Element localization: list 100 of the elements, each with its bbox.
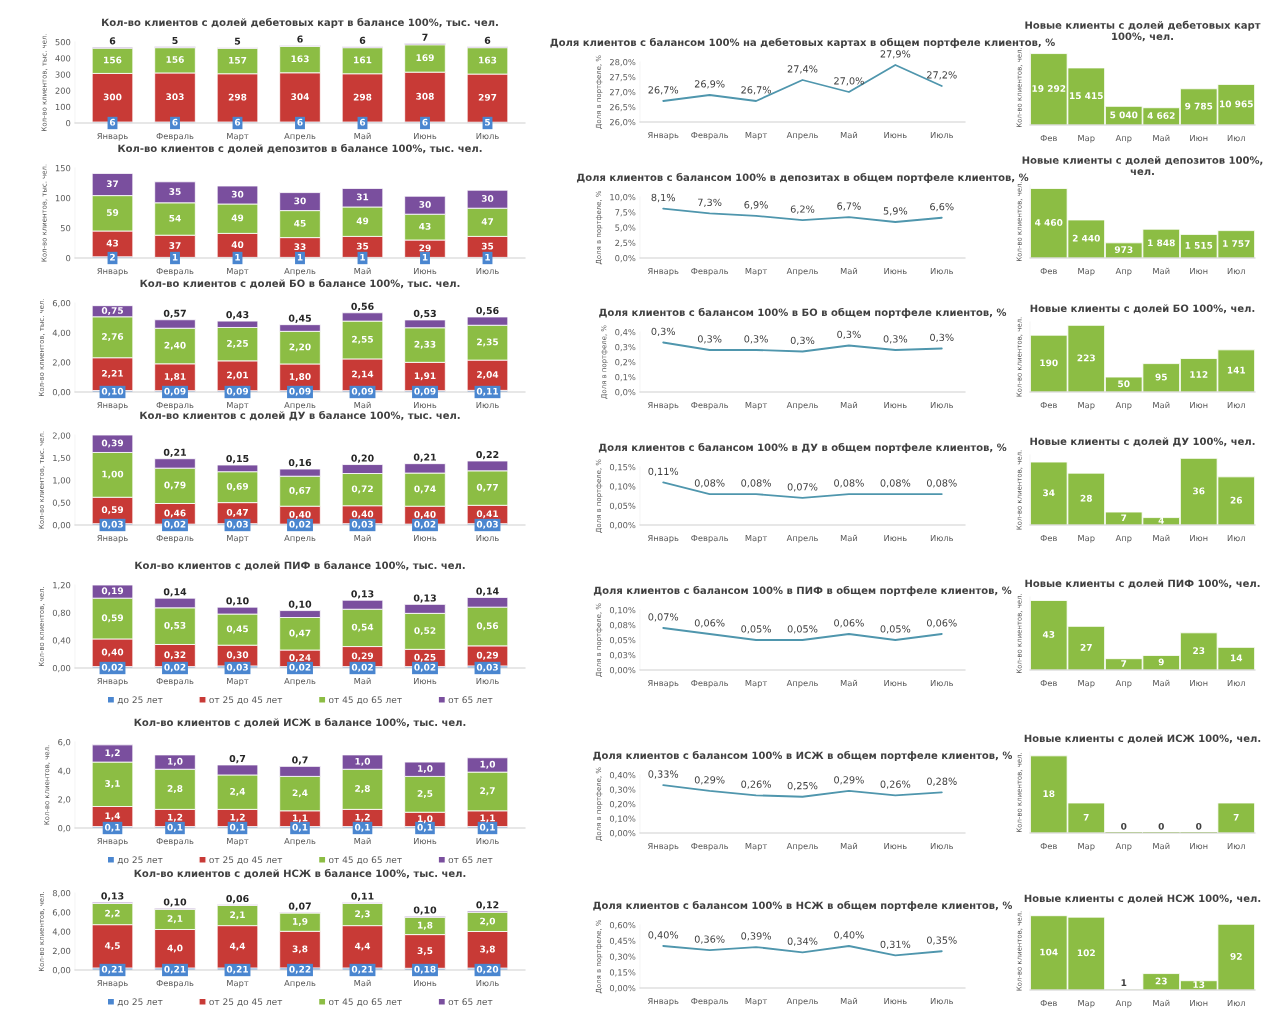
data-label: 0,1 (104, 823, 120, 832)
data-label: 973 (1114, 246, 1133, 254)
x-tick-label: Март (227, 677, 249, 686)
y-tick-label: 0,3% (615, 343, 636, 352)
data-label: 9 (1158, 658, 1164, 666)
x-tick-label: Мар (1078, 842, 1095, 851)
x-tick-label: Фев (1040, 267, 1057, 275)
x-tick-label: Январь (648, 267, 679, 276)
x-tick-label: Июн (1190, 999, 1208, 1007)
y-tick-label: 0,00 (52, 664, 71, 673)
y-tick-label: 500 (55, 38, 71, 46)
data-label: 95 (1155, 373, 1167, 381)
data-label: 23 (1193, 647, 1205, 655)
chart-title: Кол-во клиентов с долей дебетовых карт в балансе 100%, тыс. чел. (102, 18, 498, 28)
y-tick-label: 2,00 (52, 359, 71, 367)
data-label: 0,43 (226, 311, 249, 320)
y-tick-label: 2,0 (58, 796, 71, 804)
data-label: 0,3% (930, 333, 954, 343)
y-tick-label: 27,5% (609, 73, 636, 82)
x-tick-label: Январь (97, 401, 128, 410)
data-label: 0,54 (351, 623, 374, 632)
data-label: 223 (1077, 354, 1095, 362)
y-tick-label: 0,00% (609, 984, 636, 993)
y-tick-label: 4,00 (52, 928, 71, 936)
x-tick-label: Июль (930, 679, 954, 687)
x-tick-label: Май (354, 979, 371, 987)
data-label: 2,20 (289, 343, 311, 352)
data-label: 0,40 (289, 510, 311, 519)
y-tick-label: 0,0 (58, 824, 71, 833)
data-label: 3,8 (480, 945, 495, 954)
data-label: 0,11% (648, 467, 679, 477)
data-label: 15 415 (1069, 92, 1103, 100)
data-label: 0,53 (164, 621, 186, 630)
data-label: 37 (169, 242, 181, 249)
data-label: 1 (235, 253, 241, 261)
x-tick-label: Февраль (156, 534, 194, 543)
x-tick-label: Апрель (786, 401, 818, 410)
x-tick-label: Март (745, 267, 768, 276)
data-label: 0,12 (476, 901, 499, 910)
x-tick-label: Май (1153, 679, 1170, 687)
data-label: 0,24 (289, 654, 311, 663)
data-label: 2,04 (477, 371, 499, 380)
data-label: 4 460 (1035, 219, 1063, 226)
y-tick-label: 0,0% (615, 388, 636, 397)
x-tick-label: Апр (1115, 267, 1132, 276)
data-label: 1,0 (355, 757, 371, 766)
y-tick-label: 0,05% (609, 636, 636, 645)
chart-title: Новые клиенты с долей БО 100%, чел. (1030, 304, 1255, 314)
data-label: 4 662 (1147, 112, 1175, 119)
data-label: 0,30 (226, 651, 249, 660)
y-tick-label: 300 (55, 71, 71, 78)
data-label: 6 (109, 118, 116, 126)
data-label: 0 (1196, 822, 1202, 830)
data-label: 2,0 (480, 917, 496, 926)
data-label: 43 (1042, 631, 1055, 638)
data-label: 45 (294, 220, 306, 227)
x-tick-label: Май (840, 401, 858, 409)
data-label: 0,56 (351, 302, 374, 312)
x-tick-label: Январь (648, 401, 679, 410)
data-label: 3,5 (417, 947, 433, 956)
x-tick-label: Мар (1078, 134, 1095, 143)
x-tick-label: Февраль (691, 842, 729, 851)
data-label: 40 (231, 241, 244, 249)
y-tick-label: 0,03% (609, 651, 636, 660)
x-tick-label: Июнь (884, 131, 907, 139)
data-label: 0,69 (226, 482, 249, 491)
data-label: 104 (1040, 948, 1058, 956)
data-label: 0,79 (164, 481, 186, 490)
y-tick-label: 6,00 (52, 299, 71, 308)
x-tick-label: Февраль (156, 267, 194, 276)
data-label: 34 (1043, 489, 1055, 497)
data-label: 0,05% (787, 625, 818, 634)
y-tick-label: 400 (55, 55, 71, 62)
chart-title: Кол-во клиентов с долей БО в балансе 100%, тыс. чел. (140, 279, 460, 289)
x-tick-label: Март (745, 679, 768, 688)
data-label: 1 757 (1223, 240, 1250, 247)
data-label: 47 (481, 218, 494, 225)
data-label: 0,10 (163, 898, 187, 907)
chart-title: Доля клиентов с балансом 100% в БО в общем портфеле клиентов, % (599, 308, 1007, 318)
x-tick-label: Январь (97, 132, 128, 141)
x-tick-label: Июн (1190, 534, 1208, 542)
data-label: 2,5 (417, 790, 433, 799)
data-label: 0,31% (880, 940, 911, 949)
data-label: 0,10 (413, 906, 437, 915)
y-tick-label: 0,30% (609, 786, 636, 794)
data-label: 0,47 (226, 508, 248, 517)
data-label: 298 (228, 93, 247, 101)
data-label: 0,29 (351, 652, 374, 661)
x-tick-label: Январь (97, 837, 128, 846)
y-tick-label: 6,00 (52, 909, 71, 917)
data-label: 27,2% (927, 71, 957, 80)
data-label: 1 (1121, 979, 1127, 986)
data-label: 1,00 (102, 470, 124, 479)
x-tick-label: Март (745, 401, 768, 410)
x-tick-label: Июль (476, 677, 499, 685)
data-label: 92 (1230, 952, 1242, 960)
x-tick-label: Апрель (786, 997, 818, 1006)
x-tick-label: Июль (930, 842, 954, 850)
x-tick-label: Февраль (156, 132, 194, 141)
data-label: 2,8 (167, 785, 183, 794)
